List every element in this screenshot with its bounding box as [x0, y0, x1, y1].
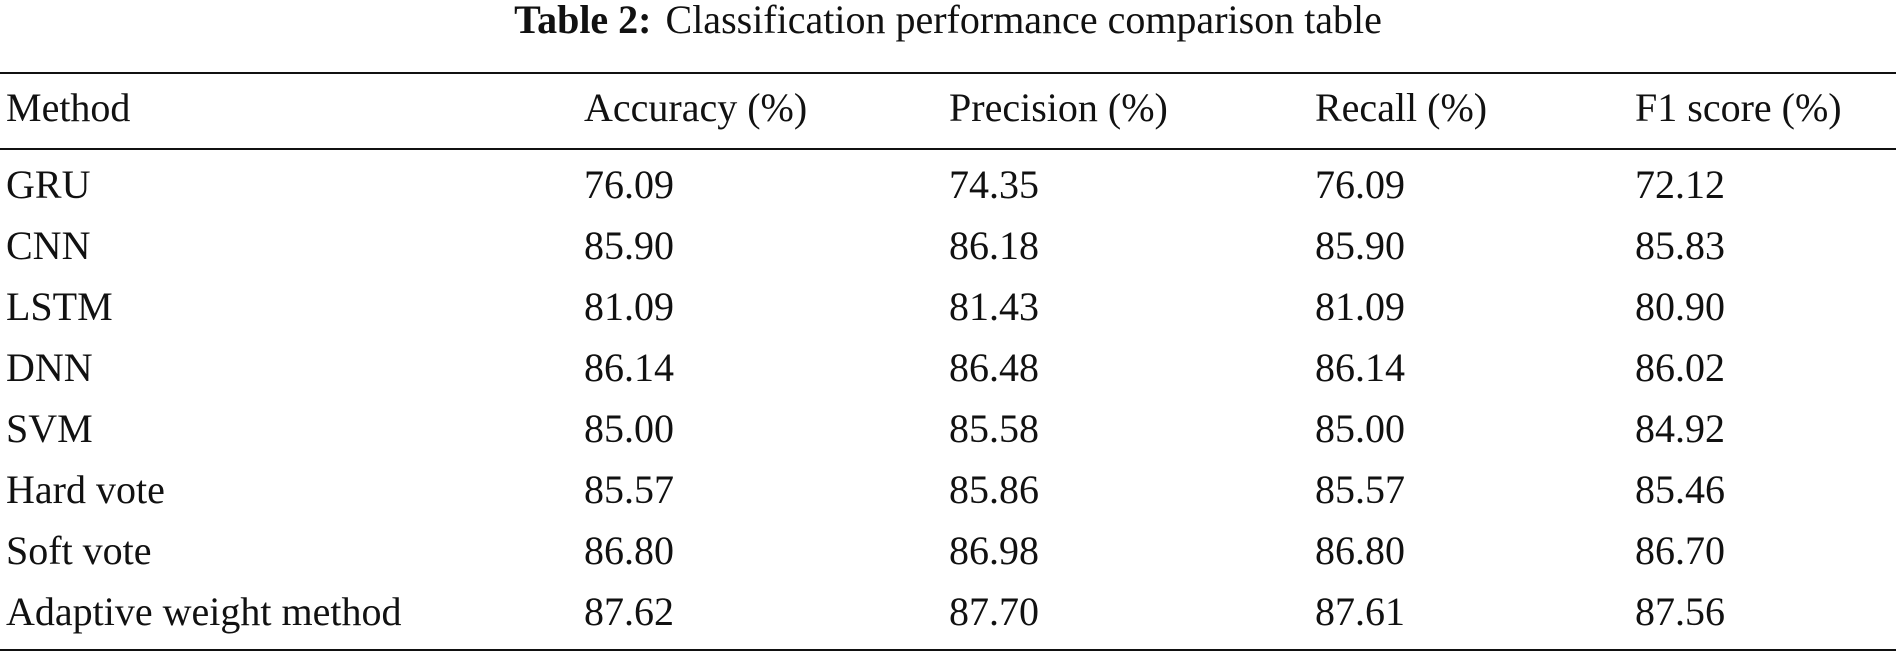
- value-cell: 72.12: [1635, 162, 1725, 207]
- value-cell: 85.46: [1635, 467, 1725, 512]
- value-cell: 86.48: [949, 345, 1039, 390]
- value-cell: 86.98: [949, 528, 1039, 573]
- value-cell: 85.90: [1315, 223, 1405, 268]
- header-cell: Recall (%): [1315, 85, 1487, 130]
- method-cell: Hard vote: [6, 467, 165, 512]
- value-cell: 85.83: [1635, 223, 1725, 268]
- value-cell: 81.09: [584, 284, 674, 329]
- header-cell: F1 score (%): [1635, 85, 1842, 130]
- value-cell: 87.56: [1635, 589, 1725, 634]
- value-cell: 85.57: [584, 467, 674, 512]
- method-cell: Adaptive weight method: [6, 589, 401, 634]
- method-cell: SVM: [6, 406, 93, 451]
- caption-text: Classification performance comparison ta…: [666, 0, 1382, 42]
- value-cell: 86.02: [1635, 345, 1725, 390]
- method-cell: GRU: [6, 162, 91, 207]
- caption: Table 2: Classification performance compa…: [514, 0, 1382, 42]
- value-cell: 76.09: [1315, 162, 1405, 207]
- value-cell: 76.09: [584, 162, 674, 207]
- value-cell: 85.57: [1315, 467, 1405, 512]
- value-cell: 87.62: [584, 589, 674, 634]
- value-cell: 81.09: [1315, 284, 1405, 329]
- value-cell: 74.35: [949, 162, 1039, 207]
- value-cell: 86.70: [1635, 528, 1725, 573]
- value-cell: 86.80: [584, 528, 674, 573]
- method-cell: Soft vote: [6, 528, 152, 573]
- value-cell: 86.14: [584, 345, 674, 390]
- header-cell: Precision (%): [949, 85, 1168, 130]
- value-cell: 87.61: [1315, 589, 1405, 634]
- value-cell: 85.00: [1315, 406, 1405, 451]
- value-cell: 85.90: [584, 223, 674, 268]
- value-cell: 80.90: [1635, 284, 1725, 329]
- value-cell: 85.00: [584, 406, 674, 451]
- value-cell: 84.92: [1635, 406, 1725, 451]
- method-cell: DNN: [6, 345, 93, 390]
- value-cell: 87.70: [949, 589, 1039, 634]
- value-cell: 81.43: [949, 284, 1039, 329]
- table-body: Method Accuracy (%) Precision (%) Recall (%…: [6, 85, 1842, 634]
- value-cell: 85.86: [949, 467, 1039, 512]
- value-cell: 86.80: [1315, 528, 1405, 573]
- caption-label: Table 2:: [514, 0, 651, 42]
- value-cell: 86.14: [1315, 345, 1405, 390]
- value-cell: 85.58: [949, 406, 1039, 451]
- method-cell: CNN: [6, 223, 90, 268]
- header-cell: Method: [6, 85, 130, 130]
- header-cell: Accuracy (%): [584, 85, 807, 130]
- method-cell: LSTM: [6, 284, 113, 329]
- value-cell: 86.18: [949, 223, 1039, 268]
